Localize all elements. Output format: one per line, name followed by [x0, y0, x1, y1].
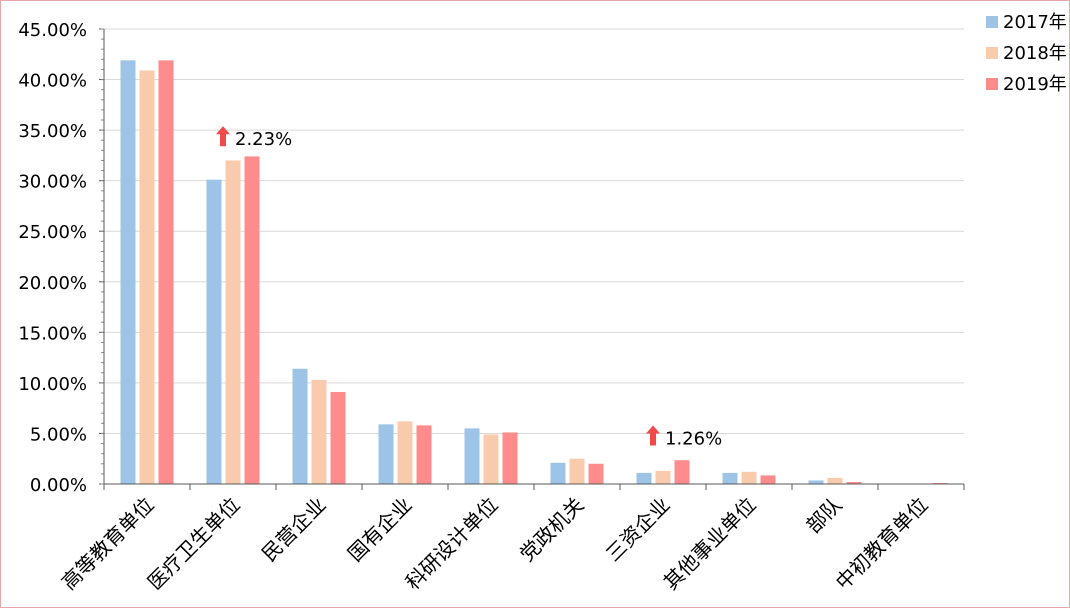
bar	[206, 179, 222, 484]
legend-swatch	[986, 78, 998, 90]
legend-label: 2019年	[1003, 74, 1067, 95]
bar	[483, 434, 499, 484]
bar	[655, 470, 671, 484]
x-tick-label: 三资企业	[601, 493, 675, 567]
bar	[674, 460, 690, 484]
x-tick-label: 其他事业单位	[659, 493, 761, 595]
y-tick-label: 15.00%	[18, 323, 87, 344]
bar	[416, 425, 432, 484]
bar	[846, 481, 862, 484]
x-tick-label: 党政机关	[515, 493, 589, 567]
bar	[932, 482, 948, 484]
x-tick-label: 中初教育单位	[831, 493, 933, 595]
bar	[636, 472, 652, 484]
annotation-label: 1.26%	[665, 428, 722, 449]
bar	[292, 368, 308, 484]
y-tick-label: 40.00%	[18, 71, 87, 92]
legend-label: 2017年	[1003, 12, 1067, 33]
bars	[120, 60, 948, 484]
y-tick-label: 35.00%	[18, 121, 87, 142]
bar	[378, 424, 394, 484]
y-tick-label: 0.00%	[30, 475, 87, 496]
up-arrow-icon	[646, 425, 660, 446]
bar	[550, 462, 566, 484]
y-tick-label: 20.00%	[18, 273, 87, 294]
bar	[225, 160, 241, 484]
bar	[244, 156, 260, 484]
up-arrow-icon	[216, 126, 230, 147]
y-tick-label: 10.00%	[18, 374, 87, 395]
bar	[827, 477, 843, 484]
legend-swatch	[986, 47, 998, 59]
x-tick-label: 部队	[801, 493, 846, 538]
y-tick-label: 25.00%	[18, 222, 87, 243]
annotation-label: 2.23%	[235, 129, 292, 150]
bar	[139, 70, 155, 484]
y-tick-label: 45.00%	[18, 20, 87, 41]
bar	[464, 428, 480, 484]
legend: 2017年 2018年 2019年	[986, 12, 1067, 95]
bar	[502, 432, 518, 484]
bar	[588, 463, 604, 484]
x-tick-label: 民营企业	[257, 493, 331, 567]
bar	[569, 458, 585, 484]
bar	[120, 60, 136, 484]
annotations: 2.23% 1.26%	[216, 126, 722, 449]
x-tick-label: 医疗卫生单位	[143, 493, 245, 595]
x-tick-label: 国有企业	[343, 493, 417, 567]
bar	[760, 475, 776, 484]
legend-label: 2018年	[1003, 43, 1067, 64]
bar	[741, 471, 757, 484]
legend-swatch	[986, 16, 998, 28]
y-tick-label: 5.00%	[30, 424, 87, 445]
x-tick-label: 科研设计单位	[401, 493, 503, 595]
y-tick-label: 30.00%	[18, 172, 87, 193]
bar	[158, 60, 174, 484]
bar	[722, 472, 738, 484]
bar	[808, 480, 824, 484]
bar	[311, 379, 327, 484]
bar	[330, 391, 346, 484]
bar	[397, 421, 413, 484]
y-axis: 0.00% 5.00% 10.00% 15.00% 20.00% 25.00% 30.00%…	[18, 20, 105, 496]
